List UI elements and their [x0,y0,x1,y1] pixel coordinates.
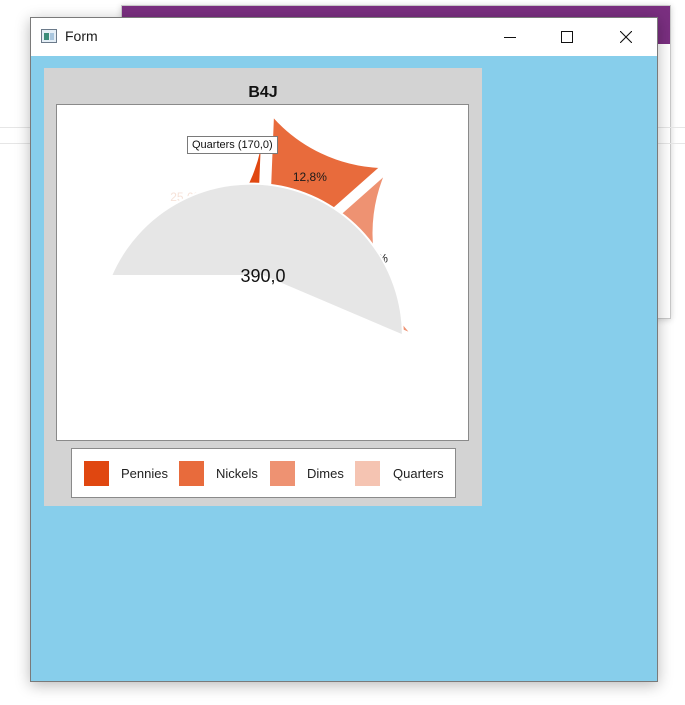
legend-label: Nickels [216,466,258,481]
maximize-button[interactable] [544,18,590,56]
legend-swatch [270,461,295,486]
close-icon [620,31,632,43]
form-client-area: B4J 25,6%12,8%17,9%390,0 Quarters (170,0… [31,56,657,681]
legend-swatch [355,461,380,486]
slice-tooltip: Quarters (170,0) [187,136,278,154]
legend-label: Pennies [121,466,168,481]
pie-svg: 25,6%12,8%17,9%390,0 [104,113,413,338]
plot-area: 25,6%12,8%17,9%390,0 Quarters (170,0) [56,104,469,441]
minimize-button[interactable] [487,18,533,56]
maximize-icon [561,31,573,43]
legend-label: Quarters [393,466,444,481]
chart-title: B4J [248,84,278,101]
minimize-icon [504,37,516,38]
form-window: Form B4J 25,6%12,8%17,9%390,0 Quarters (… [30,17,658,682]
window-title: Form [65,28,98,44]
pie-slice-quarters[interactable] [109,182,404,338]
pie-chart: B4J 25,6%12,8%17,9%390,0 Quarters (170,0… [44,68,482,506]
slice-label-nickels: 12,8% [293,170,327,184]
legend-swatch [84,461,109,486]
close-button[interactable] [603,18,649,56]
pie-center-total: 390,0 [240,266,285,286]
chart-legend: Pennies Nickels Dimes Quarters [71,448,456,498]
app-icon [41,29,57,43]
title-bar[interactable]: Form [31,18,657,56]
legend-label: Dimes [307,466,344,481]
legend-swatch [179,461,204,486]
